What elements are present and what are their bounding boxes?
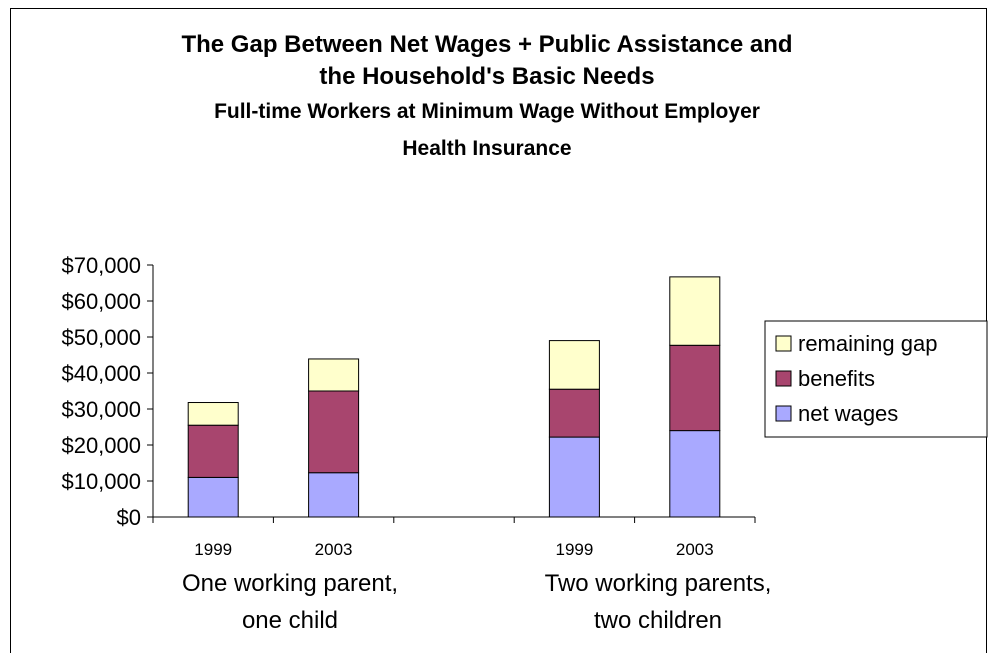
y-tick-label: $40,000 [61,361,141,386]
y-tick-label: $60,000 [61,289,141,314]
legend-swatch-net-wages [775,405,792,422]
x-tick-label: 1999 [555,540,593,559]
x-tick-label: 2003 [315,540,353,559]
y-tick-label: $70,000 [61,253,141,278]
chart-subtitle-line-1: Full-time Workers at Minimum Wage Withou… [214,100,760,123]
legend-swatch-remaining-gap [775,335,792,352]
x-tick-label: 2003 [676,540,714,559]
y-tick-label: $30,000 [61,397,141,422]
bar-remaining-gap-1 [187,402,239,426]
bar-benefits-1 [187,424,239,478]
y-tick-label: $20,000 [61,433,141,458]
legend-box [764,320,988,438]
group-label-1-line-1: One working parent, [182,570,398,597]
bar-benefits-2 [308,390,360,474]
bar-net-wages-4 [669,430,721,518]
y-tick-label: $0 [117,505,141,530]
bar-remaining-gap-2 [308,358,360,392]
group-label-2-line-2: two children [594,607,722,634]
legend: remaining gap benefits net wages [764,320,988,438]
bar-benefits-4 [669,344,721,432]
chart-title-line-1: The Gap Between Net Wages + Public Assis… [181,31,792,58]
y-tick-label: $10,000 [61,469,141,494]
bar-remaining-gap-4 [669,276,721,346]
bar-net-wages-1 [187,476,239,518]
bar-net-wages-2 [308,472,360,518]
legend-label-net-wages: net wages [798,401,898,426]
legend-swatch-benefits [775,370,792,387]
plot-area: $0 $10,000 $20,000 $30,000 $40,000 $50,000 $60… [61,253,756,559]
y-tick-label: $50,000 [61,325,141,350]
chart-subtitle-line-2: Health Insurance [402,137,571,160]
chart-title-line-2: the Household's Basic Needs [319,63,654,90]
bar-benefits-3 [548,388,600,438]
bar-remaining-gap-3 [548,340,600,390]
group-label-1-line-2: one child [242,607,338,634]
x-tick-label: 1999 [194,540,232,559]
legend-label-remaining-gap: remaining gap [798,331,937,356]
group-label-2-line-1: Two working parents, [545,570,772,597]
bar-net-wages-3 [548,436,600,518]
legend-label-benefits: benefits [798,366,875,391]
